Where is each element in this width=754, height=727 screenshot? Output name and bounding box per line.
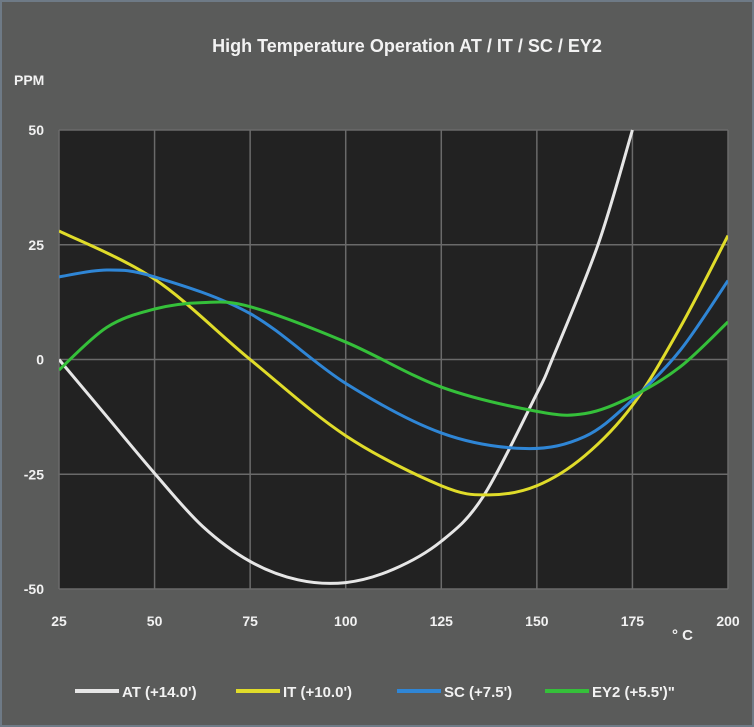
- y-tick-label: 0: [36, 352, 44, 368]
- legend-item: IT (+10.0'): [236, 684, 352, 701]
- series-line-3: [59, 300, 728, 417]
- y-tick-label: 25: [28, 237, 44, 253]
- x-tick-label: 50: [147, 613, 163, 629]
- series-line-1: [59, 229, 728, 497]
- x-tick-label: 75: [242, 613, 258, 629]
- y-tick-label: 50: [28, 122, 44, 138]
- series-line-0: [59, 129, 634, 585]
- legend-item: EY2 (+5.5')": [545, 684, 675, 701]
- legend-label: IT (+10.0'): [283, 684, 352, 701]
- x-tick-labels: 25 50 75 100 125 150 175 200: [51, 613, 740, 629]
- x-tick-label: 150: [525, 613, 549, 629]
- legend: AT (+14.0') IT (+10.0') SC (+7.5') EY2 (+5.…: [75, 684, 675, 701]
- legend-label: SC (+7.5'): [444, 684, 512, 701]
- y-axis-label: PPM: [14, 72, 44, 88]
- y-tick-label: -50: [24, 581, 44, 597]
- y-tick-labels: 50 25 0 -25 -50: [24, 122, 44, 597]
- legend-label: AT (+14.0'): [122, 684, 197, 701]
- series-line-2: [59, 268, 728, 451]
- grid: [58, 129, 729, 590]
- series-lines: [59, 129, 728, 585]
- x-tick-label: 175: [621, 613, 645, 629]
- x-tick-label: 125: [430, 613, 454, 629]
- x-tick-label: 25: [51, 613, 67, 629]
- x-tick-label: 200: [716, 613, 740, 629]
- legend-label: EY2 (+5.5')": [592, 684, 675, 701]
- y-tick-label: -25: [24, 466, 44, 482]
- x-axis-label: ° C: [672, 627, 693, 644]
- legend-item: SC (+7.5'): [397, 684, 512, 701]
- legend-item: AT (+14.0'): [75, 684, 197, 701]
- x-tick-label: 100: [334, 613, 358, 629]
- chart-title: High Temperature Operation AT / IT / SC …: [212, 36, 602, 56]
